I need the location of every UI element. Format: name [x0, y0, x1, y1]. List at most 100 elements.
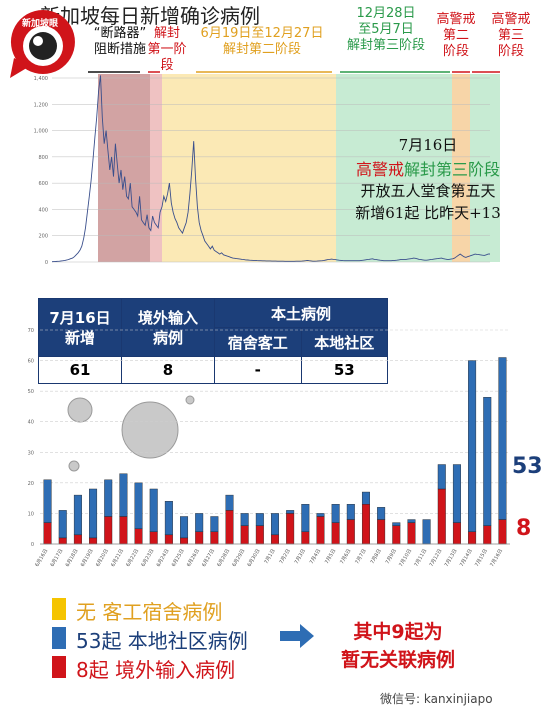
bar-imported [240, 525, 249, 545]
x-tick-label: 7月5日 [324, 548, 337, 565]
annotation-line3: 开放五人堂食第五天 [360, 182, 496, 200]
bar-community [210, 516, 219, 532]
x-tick-label: 7月1日 [263, 548, 276, 565]
bar-imported [134, 528, 143, 545]
legend-label-dorm: 无 客工宿舍病例 [76, 600, 223, 624]
x-tick-label: 6月22日 [125, 548, 140, 568]
bar-community [58, 510, 67, 539]
phase-label-phase-one: 解封 第一阶段 [147, 26, 187, 73]
bar-community [104, 479, 113, 517]
band-high-alert-three [470, 74, 500, 262]
x-tick-label: 6月21日 [110, 548, 125, 568]
bar-community [361, 491, 370, 505]
phase-label-high-alert-two: 高警戒 第二 阶段 [436, 12, 476, 59]
bar-imported [271, 534, 279, 545]
phase-label-circuit-breaker: “断路器” 阻断措施 [93, 26, 147, 57]
bar-community [407, 519, 416, 523]
x-tick-label: 7月12日 [429, 548, 444, 568]
x-tick-label: 6月18日 [65, 548, 80, 568]
y-tick-label: 20 [28, 481, 34, 487]
bar-community [43, 479, 52, 523]
bar-community [316, 513, 325, 517]
arrow-right-icon [280, 624, 314, 648]
x-tick-label: 7月16日 [489, 548, 504, 568]
x-tick-label: 6月27日 [201, 548, 216, 568]
band-high-alert-two [452, 74, 470, 262]
x-tick-label: 7月13日 [444, 548, 459, 568]
header-community: 本地社区 [300, 327, 388, 357]
bar-imported [452, 522, 461, 545]
legend-swatch-community [52, 627, 66, 649]
phase-label-phase-two: 6月19日至12月27日 解封第二阶段 [200, 26, 324, 57]
header-dorm: 宿舍客工 [214, 327, 302, 357]
x-tick-label: 7月3日 [294, 548, 307, 565]
x-tick-label: 6月29日 [231, 548, 246, 568]
y-tick-label: 10 [28, 511, 34, 517]
daily-cases-line-chart: 0 200 400 600 800 1,000 1,200 1,400 [34, 71, 500, 266]
annotation-phase-green: 解封第三阶段 [404, 160, 501, 179]
bar-imported [286, 513, 295, 545]
y-tick-label: 400 [38, 207, 48, 213]
logo-icon [10, 10, 75, 78]
bar-imported [225, 510, 234, 545]
daily-breakdown-bar-chart: 0 10 20 30 40 50 60 70 6月16日 6月17日 6月18日 6月19日 6月20日… [28, 328, 510, 568]
bar-imported [498, 519, 507, 545]
x-tick-label: 7月9日 [385, 548, 398, 565]
x-tick-label: 7月2日 [279, 548, 292, 565]
y-tick-label: 600 [38, 181, 48, 187]
y-tick-label: 40 [28, 420, 34, 426]
header-local: 本土病例 [214, 298, 388, 328]
header-imported: 境外输入 病例 [121, 298, 215, 357]
bar-community [301, 504, 310, 532]
bar-community [134, 482, 143, 529]
watermark: 微信号: kanxinjiapo [380, 692, 493, 706]
bar-imported [361, 504, 370, 545]
bar-imported [437, 488, 446, 545]
logo: 新加坡眼 [8, 8, 78, 80]
bar-imported [104, 516, 113, 545]
bar-imported [164, 534, 173, 545]
bar-imported [392, 525, 401, 545]
bar-imported [43, 522, 52, 545]
bar-imported [377, 519, 386, 545]
phase-label-phase-three: 12月28日 至5月7日 解封第三阶段 [346, 6, 425, 53]
bar-community [180, 516, 189, 539]
y-tick-label: 800 [38, 155, 48, 161]
phase-label-high-alert-three: 高警戒 第三 阶段 [491, 12, 531, 59]
bar-imported [119, 516, 128, 545]
x-tick-label: 6月16日 [34, 548, 49, 568]
bar-imported [180, 537, 189, 545]
x-tick-label: 6月23日 [140, 548, 155, 568]
bar-community [392, 522, 401, 526]
bar-community [225, 494, 234, 511]
bar-community [255, 513, 264, 526]
x-tick-label: 6月25日 [171, 548, 186, 568]
x-tick-label: 7月4日 [309, 548, 322, 565]
bar-imported [483, 525, 492, 545]
y-tick-label: 1,000 [34, 129, 48, 135]
x-tick-label: 7月10日 [398, 548, 413, 568]
bar-community [195, 513, 204, 532]
bar-community [468, 360, 477, 532]
annotation-date: 7月16日 [398, 136, 458, 154]
top-chart-title: 新加坡每日新增确诊病例 [40, 4, 260, 28]
y-tick-label: 200 [38, 234, 48, 240]
annotation-phase-red: 高警戒 [355, 160, 404, 179]
x-tick-label: 6月20日 [95, 548, 110, 568]
bar-community [119, 473, 128, 517]
x-tick-label: 6月26日 [186, 548, 201, 568]
y-tick-label: 1,400 [34, 76, 48, 82]
bar-imported [301, 531, 310, 545]
unlinked-cases-note: 其中9起为 暂无关联病例 [340, 621, 455, 671]
daily-cases-line [51, 75, 491, 263]
bar-imported [73, 534, 82, 545]
bar-imported [316, 516, 325, 545]
x-tick-label: 7月8日 [369, 548, 382, 565]
bar-imported [407, 522, 416, 545]
bar-community [240, 513, 249, 526]
band-phase-three [336, 74, 452, 262]
band-phase-one [150, 74, 162, 262]
bar-imported [468, 531, 477, 545]
bar-community [377, 507, 386, 520]
bar-community [271, 513, 279, 536]
